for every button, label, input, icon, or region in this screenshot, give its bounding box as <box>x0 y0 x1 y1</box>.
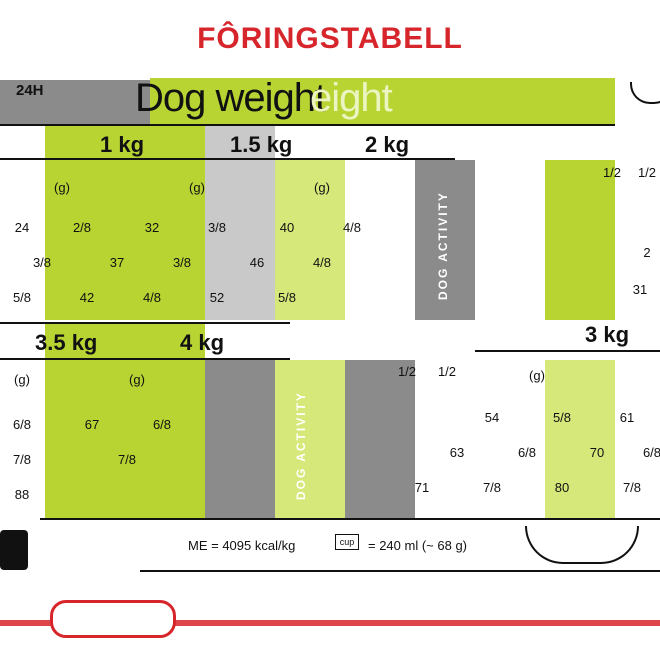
cell: 70 <box>589 445 605 460</box>
cell: 52 <box>209 290 225 305</box>
cell: 7/8 <box>117 452 137 467</box>
grams-unit: (g) <box>314 180 330 195</box>
me-value: ME = 4095 kcal/kg <box>188 538 296 553</box>
header-grey-band <box>0 80 150 126</box>
cell: 7/8 <box>12 452 32 467</box>
cell: 54 <box>484 410 500 425</box>
cell: 7/8 <box>622 480 642 495</box>
cell: 4/8 <box>142 290 162 305</box>
weight-1kg: 1 kg <box>100 132 145 157</box>
cell: 5/8 <box>12 290 32 305</box>
weight-header-band <box>150 78 615 124</box>
cup-icon: cup <box>335 534 359 550</box>
grey-band <box>345 360 415 518</box>
cell: 4/8 <box>342 220 362 235</box>
cell: 3/8 <box>32 255 52 270</box>
cell: 3/8 <box>172 255 192 270</box>
cell: 24 <box>14 220 30 235</box>
light-band <box>545 360 615 518</box>
divider <box>0 322 290 324</box>
light-band <box>275 360 345 518</box>
cup-equivalent: = 240 ml (~ 68 g) <box>368 538 467 553</box>
footer-band <box>0 620 660 626</box>
cell: 1/2 <box>637 165 657 180</box>
grams-unit: (g) <box>14 372 30 387</box>
grams-unit: (g) <box>129 372 145 387</box>
cell: 63 <box>449 445 465 460</box>
cell: 46 <box>249 255 265 270</box>
cell: 32 <box>144 220 160 235</box>
cell: 88 <box>14 487 30 502</box>
brand-logo <box>50 600 176 638</box>
grams-unit: (g) <box>189 180 205 195</box>
cell: 2 <box>643 245 651 260</box>
cell: 37 <box>109 255 125 270</box>
cell: 42 <box>79 290 95 305</box>
weight-3-5kg: 3.5 kg <box>35 330 98 355</box>
divider <box>0 358 290 360</box>
cell: 71 <box>414 480 430 495</box>
weight-4kg: 4 kg <box>180 330 225 355</box>
divider <box>0 124 615 126</box>
divider <box>475 350 660 352</box>
cell: 4/8 <box>312 255 332 270</box>
bowl-icon <box>525 526 639 564</box>
cell: 40 <box>279 220 295 235</box>
weight-2kg: 2 kg <box>365 132 410 157</box>
activity-label: DOG ACTIVITY <box>294 391 308 500</box>
cell: 80 <box>554 480 570 495</box>
cell: 1/2 <box>397 364 417 379</box>
bowl-icon <box>630 82 660 104</box>
activity-band <box>415 160 475 320</box>
cell: 6/8 <box>642 445 660 460</box>
cell: 5/8 <box>552 410 572 425</box>
weight-1-5kg: 1.5 kg <box>230 132 293 157</box>
col-2kg-bg <box>275 160 345 320</box>
dog-weight-echo: eight <box>310 76 393 120</box>
dog-weight-title: Dog weight <box>135 76 326 120</box>
cup-label: cup <box>339 537 355 547</box>
divider <box>140 570 660 572</box>
cell: 5/8 <box>277 290 297 305</box>
food-bag-icon <box>0 530 28 570</box>
weight-3kg: 3 kg <box>585 322 630 347</box>
page-title: FÔRINGSTABELL <box>197 22 463 55</box>
cell: 1/2 <box>437 364 457 379</box>
activity-label: DOG ACTIVITY <box>436 191 450 300</box>
cell: 67 <box>84 417 100 432</box>
grey-band <box>205 360 275 518</box>
cell: 2/8 <box>72 220 92 235</box>
grams-unit: (g) <box>529 368 545 383</box>
cell: 7/8 <box>482 480 502 495</box>
col-3-5kg-bg <box>45 324 205 518</box>
cell: 6/8 <box>152 417 172 432</box>
divider <box>40 518 660 520</box>
grams-unit: (g) <box>54 180 70 195</box>
divider <box>0 158 455 160</box>
cell: 61 <box>619 410 635 425</box>
col-right-bg <box>545 160 615 320</box>
cell: 1/2 <box>602 165 622 180</box>
cell: 31 <box>632 282 648 297</box>
cell: 3/8 <box>207 220 227 235</box>
cell: 6/8 <box>517 445 537 460</box>
cell: 6/8 <box>12 417 32 432</box>
label-24h: 24H <box>16 82 44 99</box>
